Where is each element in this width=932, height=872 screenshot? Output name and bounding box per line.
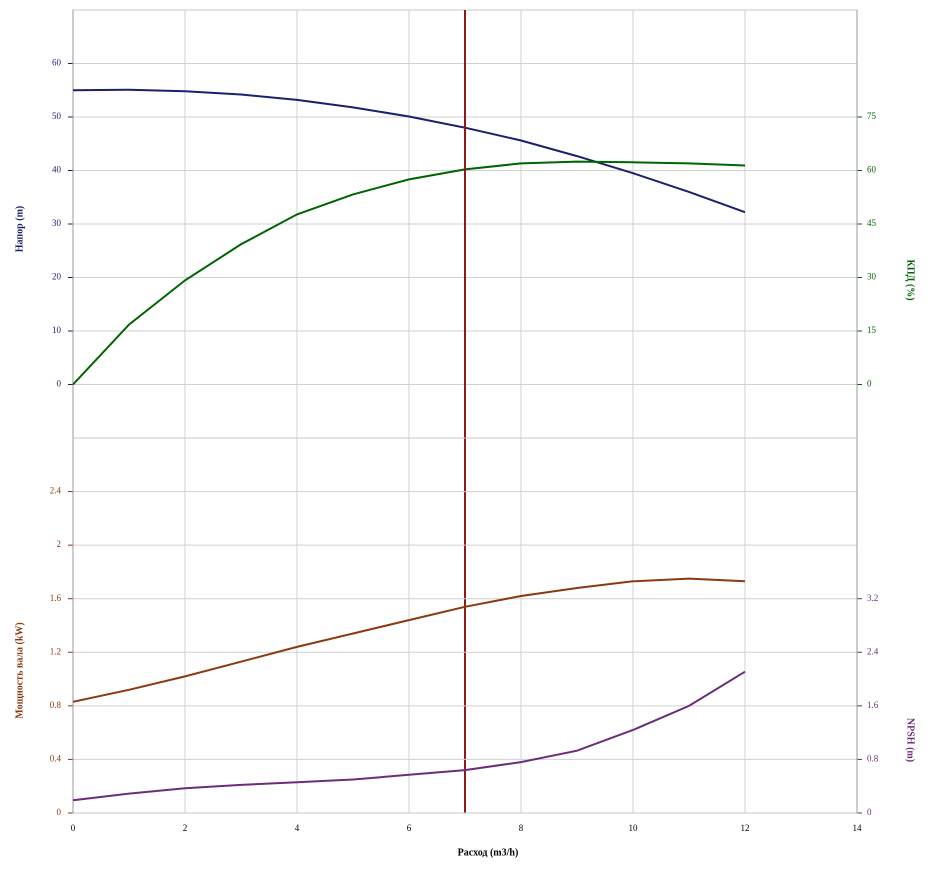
y-tick-label: 0 bbox=[57, 379, 62, 389]
y2-axis-label: NPSH (m) bbox=[905, 718, 916, 762]
y-axis-label: Напор (m) bbox=[14, 206, 25, 252]
x-tick-label: 14 bbox=[853, 823, 863, 833]
x-tick-label: 12 bbox=[741, 823, 750, 833]
y-tick-label: 0.4 bbox=[50, 753, 62, 763]
x-tick-label: 4 bbox=[295, 823, 300, 833]
y-tick-label: 50 bbox=[52, 111, 62, 121]
x-tick-label: 6 bbox=[407, 823, 412, 833]
y2-tick-label: 45 bbox=[867, 218, 877, 228]
y-tick-label: 30 bbox=[52, 218, 62, 228]
y2-tick-label: 30 bbox=[867, 272, 877, 282]
series-line bbox=[72, 88, 746, 214]
y-axis-label: Мощность вала (kW) bbox=[14, 622, 25, 718]
y-tick-label: 0.8 bbox=[50, 700, 62, 710]
series-line bbox=[72, 577, 746, 703]
y2-tick-label: 0 bbox=[867, 807, 872, 817]
y2-tick-label: 2.4 bbox=[867, 646, 879, 656]
y2-axis-label: КПД (%) bbox=[905, 259, 916, 300]
y-tick-label: 2 bbox=[57, 539, 62, 549]
y-tick-label: 20 bbox=[52, 272, 62, 282]
y-tick-label: 1.6 bbox=[50, 593, 62, 603]
y-tick-label: 2.4 bbox=[50, 486, 62, 496]
y-tick-label: 40 bbox=[52, 165, 62, 175]
x-tick-label: 8 bbox=[519, 823, 524, 833]
series-line bbox=[72, 670, 746, 802]
y-tick-label: 60 bbox=[52, 58, 62, 68]
x-tick-label: 2 bbox=[183, 823, 188, 833]
y-tick-label: 10 bbox=[52, 325, 62, 335]
x-tick-label: 0 bbox=[71, 823, 76, 833]
y2-tick-label: 0 bbox=[867, 379, 872, 389]
y-tick-label: 0 bbox=[57, 807, 62, 817]
y2-tick-label: 0.8 bbox=[867, 753, 879, 763]
y-tick-label: 1.2 bbox=[50, 646, 61, 656]
y2-tick-label: 1.6 bbox=[867, 700, 879, 710]
y2-tick-label: 3.2 bbox=[867, 593, 878, 603]
series-line bbox=[72, 160, 746, 386]
y2-tick-label: 15 bbox=[867, 325, 877, 335]
x-axis-label: Расход (m3/h) bbox=[458, 847, 519, 858]
y2-tick-label: 75 bbox=[867, 111, 877, 121]
y2-tick-label: 60 bbox=[867, 165, 877, 175]
x-tick-label: 10 bbox=[629, 823, 639, 833]
